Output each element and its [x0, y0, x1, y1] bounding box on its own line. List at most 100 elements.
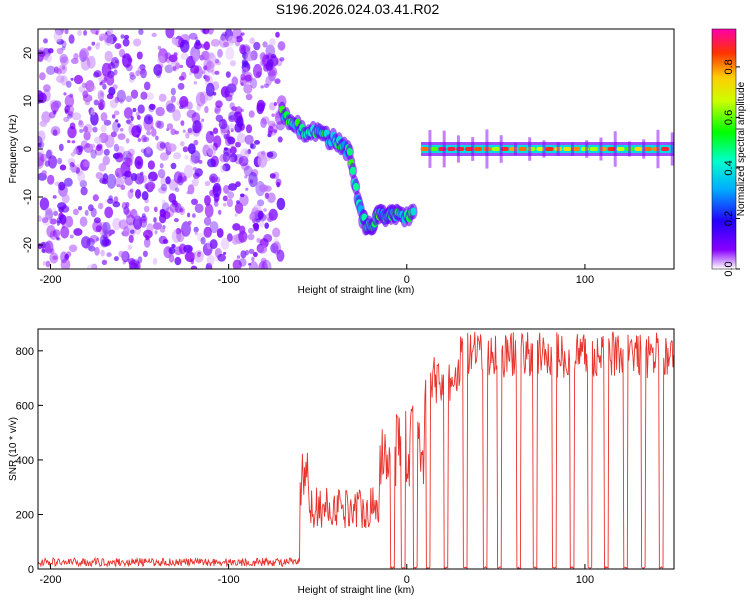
noise-blob [245, 51, 255, 62]
noise-blob [190, 265, 198, 269]
noise-blob [125, 209, 132, 219]
noise-blob [104, 199, 108, 203]
noise-blob [60, 205, 70, 213]
noise-blob [111, 114, 116, 119]
noise-blob [61, 193, 70, 204]
noise-blob [274, 78, 281, 84]
noise-blob [266, 59, 274, 68]
noise-blob [225, 46, 235, 60]
noise-blob [244, 74, 252, 82]
noise-blob [59, 164, 67, 171]
noise-blob [143, 114, 154, 125]
noise-blob [190, 150, 201, 164]
noise-blob [279, 57, 285, 62]
noise-blob [122, 38, 130, 47]
noise-blob [160, 176, 167, 187]
noise-blob [152, 222, 163, 230]
noise-blob [66, 80, 72, 88]
noise-blob [69, 161, 75, 168]
noise-blob [181, 221, 191, 237]
x-tick-label: -100 [218, 274, 240, 286]
noise-blob [50, 126, 61, 136]
noise-blob [207, 51, 214, 59]
noise-blob [60, 226, 70, 239]
noise-blob [270, 243, 279, 254]
noise-blob [98, 202, 104, 210]
noise-blob [143, 81, 151, 91]
noise-blob [90, 207, 97, 218]
colorbar-tick-label: 0.0 [723, 261, 735, 276]
noise-blob [173, 152, 182, 160]
noise-blob [218, 209, 222, 215]
noise-blob [46, 65, 56, 76]
noise-blob [120, 184, 126, 190]
noise-blob [248, 263, 252, 266]
noise-blob [120, 250, 128, 262]
noise-blob [234, 154, 244, 165]
noise-blob [145, 92, 154, 101]
noise-blob [63, 92, 67, 96]
noise-blob [60, 251, 68, 264]
noise-blob [66, 251, 72, 258]
carrier-segment [572, 147, 581, 151]
noise-blob [187, 184, 195, 195]
noise-blob [179, 208, 184, 213]
noise-blob [184, 155, 189, 160]
noise-blob [73, 53, 79, 60]
noise-blob [165, 29, 175, 39]
noise-blob [212, 182, 222, 198]
noise-blob [133, 213, 140, 219]
noise-blob [83, 30, 88, 36]
noise-blob [158, 93, 167, 102]
noise-blob [265, 54, 269, 60]
noise-blob [205, 82, 215, 97]
noise-blob [100, 124, 107, 133]
noise-blob [110, 131, 117, 138]
noise-blob [203, 226, 212, 238]
noise-blob [79, 48, 89, 60]
noise-blob [170, 95, 176, 103]
noise-blob [173, 218, 179, 223]
noise-blob [68, 34, 75, 44]
noise-blob [38, 130, 46, 142]
noise-blob [180, 120, 185, 126]
noise-blob [238, 258, 247, 267]
carrier-segment [643, 147, 652, 151]
noise-blob [267, 192, 276, 204]
noise-blob [226, 198, 233, 208]
noise-blob [89, 235, 99, 243]
noise-blob [264, 222, 270, 229]
noise-blob [153, 217, 157, 223]
noise-blob [93, 72, 100, 78]
noise-blob [95, 30, 99, 36]
noise-blob [78, 119, 83, 126]
noise-blob [248, 261, 259, 269]
noise-blob [65, 215, 74, 228]
carrier-segment [429, 147, 438, 151]
noise-blob [130, 115, 134, 121]
noise-blob [57, 157, 63, 165]
noise-blob [84, 100, 91, 106]
noise-blob [38, 142, 42, 148]
noise-blob [156, 120, 164, 129]
carrier-spike [570, 142, 574, 156]
noise-blob [179, 96, 189, 108]
noise-blob [113, 110, 120, 116]
noise-blob [159, 227, 166, 233]
noise-blob [109, 99, 118, 109]
noise-blob [77, 30, 82, 36]
carrier-segment [661, 147, 670, 151]
noise-blob [190, 156, 198, 163]
noise-blob [60, 75, 68, 86]
noise-blob [232, 223, 241, 231]
noise-blob [70, 77, 74, 81]
noise-blob [222, 163, 231, 172]
noise-blob [132, 107, 137, 113]
noise-blob [94, 246, 100, 256]
noise-blob [213, 135, 222, 148]
noise-blob [87, 46, 92, 51]
noise-blob [277, 41, 286, 51]
noise-blob [275, 31, 280, 38]
noise-blob [39, 72, 46, 81]
